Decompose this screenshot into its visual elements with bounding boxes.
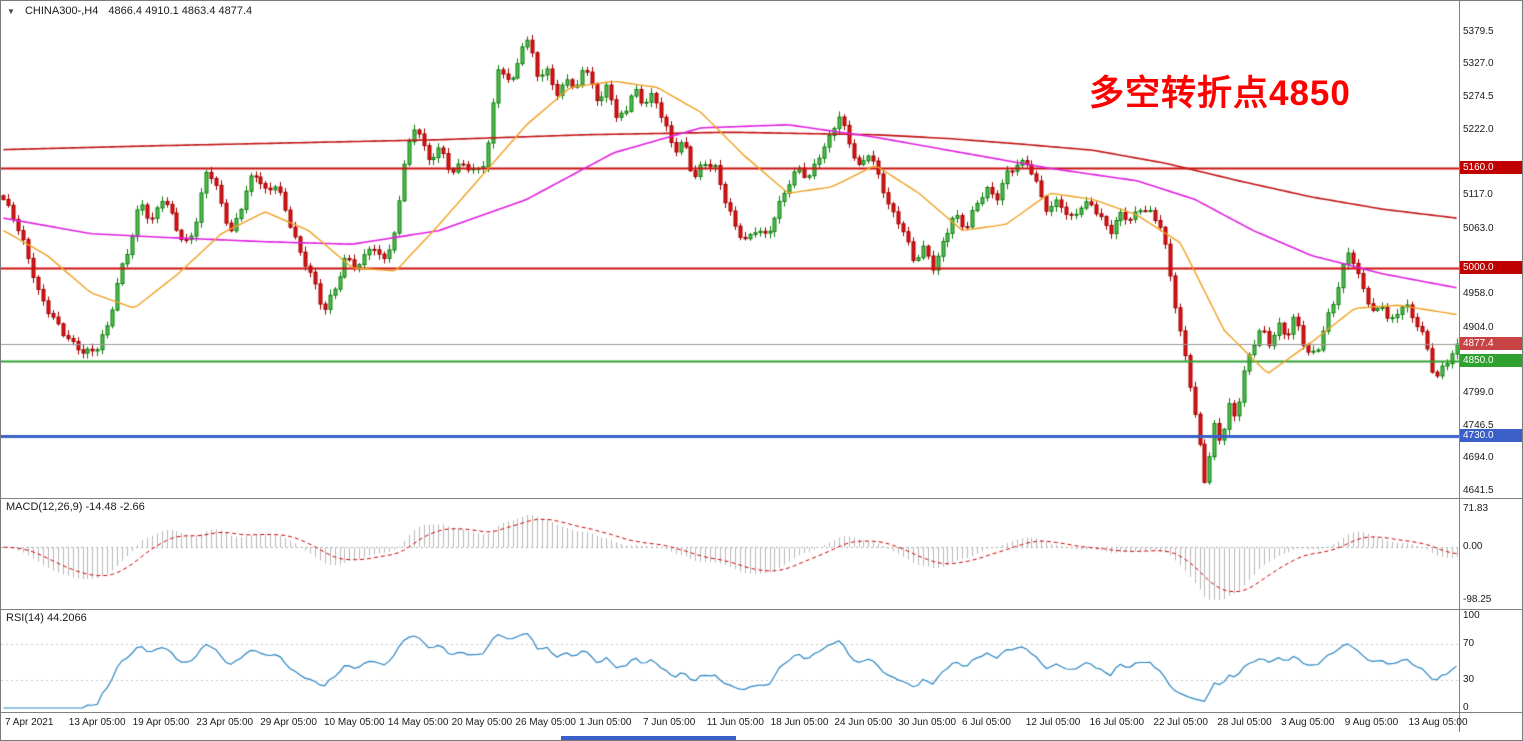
time-axis-label: 10 May 05:00 xyxy=(324,717,385,728)
price-scale-label: 4641.5 xyxy=(1463,484,1494,496)
price-level-badge: 4730.0 xyxy=(1460,428,1522,442)
price-level-badge: 5160.0 xyxy=(1460,161,1522,175)
price-chart-canvas[interactable] xyxy=(1,1,1459,498)
pane-separator[interactable] xyxy=(1,498,1522,499)
pane-separator xyxy=(1,712,1522,713)
time-axis-label: 23 Apr 05:00 xyxy=(196,717,254,728)
macd-label: MACD(12,26,9) -14.48 -2.66 xyxy=(6,501,145,513)
time-axis-label: 20 May 05:00 xyxy=(451,717,513,728)
time-axis-label: 30 Jun 05:00 xyxy=(898,717,957,728)
price-scale-label: 5327.0 xyxy=(1463,58,1494,70)
time-axis-label: 3 Aug 05:00 xyxy=(1281,717,1335,728)
price-scale-label: 4799.0 xyxy=(1463,386,1494,398)
rsi-scale-label: 30 xyxy=(1463,674,1475,686)
macd-indicator-canvas[interactable] xyxy=(1,499,1459,609)
time-axis-label: 9 Aug 05:00 xyxy=(1344,717,1399,728)
price-scale-label: 5117.0 xyxy=(1463,189,1493,201)
annotation-text: 多空转折点4850 xyxy=(1089,74,1351,113)
bottom-strip xyxy=(1,733,1522,740)
chart-title-bar: ▼ CHINA300-,H4 4866.4 4910.1 4863.4 4877… xyxy=(7,5,259,17)
time-axis-label: 18 Jun 05:00 xyxy=(770,717,829,728)
time-axis-label: 13 Apr 05:00 xyxy=(68,717,126,728)
price-scale-label: 5274.5 xyxy=(1463,91,1494,103)
time-axis-label: 16 Jul 05:00 xyxy=(1089,717,1145,728)
price-level-badge: 5000.0 xyxy=(1460,260,1522,274)
price-scale-label: 4694.0 xyxy=(1463,452,1494,464)
time-axis-label: 14 May 05:00 xyxy=(387,717,449,728)
price-level-badge: 4877.4 xyxy=(1460,337,1522,351)
time-axis-label: 6 Jul 05:00 xyxy=(962,717,1011,728)
macd-scale-label: 71.83 xyxy=(1463,502,1489,514)
horizontal-scrollbar-thumb[interactable] xyxy=(561,736,736,740)
time-axis-label: 24 Jun 05:00 xyxy=(834,717,893,728)
time-axis-label: 1 Jun 05:00 xyxy=(579,717,632,728)
price-scale-label: 4746.5 xyxy=(1463,419,1494,431)
time-axis-label: 19 Apr 05:00 xyxy=(132,717,190,728)
price-scale-label: 4958.0 xyxy=(1463,287,1494,299)
price-scale-label: 5222.0 xyxy=(1463,123,1494,135)
macd-scale-label: -98.25 xyxy=(1463,594,1492,605)
time-axis-label: 12 Jul 05:00 xyxy=(1025,717,1081,728)
time-axis-label: 7 Jun 05:00 xyxy=(643,717,696,728)
price-scale-label: 4904.0 xyxy=(1463,321,1494,333)
time-axis-label: 13 Aug 05:00 xyxy=(1408,717,1468,728)
ohlc-values: 4866.4 4910.1 4863.4 4877.4 xyxy=(108,5,253,17)
time-axis-label: 26 May 05:00 xyxy=(515,717,576,728)
pane-separator[interactable] xyxy=(1,609,1522,610)
symbol-period-label: CHINA300-,H4 xyxy=(24,5,99,17)
rsi-label: RSI(14) 44.2066 xyxy=(6,612,87,624)
price-scale-border xyxy=(1459,1,1460,732)
rsi-indicator-canvas[interactable] xyxy=(1,610,1459,712)
time-axis-label: 29 Apr 05:00 xyxy=(260,717,317,728)
price-scale-label: 5379.5 xyxy=(1463,25,1494,37)
price-level-badge: 4850.0 xyxy=(1460,354,1522,368)
price-scale-label: 5063.0 xyxy=(1463,222,1494,234)
rsi-scale-label: 0 xyxy=(1463,702,1469,713)
time-axis-label: 28 Jul 05:00 xyxy=(1217,717,1272,728)
rsi-scale-label: 70 xyxy=(1463,637,1475,649)
time-axis-label: 7 Apr 2021 xyxy=(5,717,54,728)
macd-scale-label: 0.00 xyxy=(1463,541,1483,553)
symbol-dropdown-icon[interactable]: ▼ xyxy=(7,7,15,16)
time-axis-label: 11 Jun 05:00 xyxy=(706,717,764,728)
time-axis-label: 22 Jul 05:00 xyxy=(1153,717,1208,728)
rsi-scale-label: 100 xyxy=(1463,610,1480,621)
